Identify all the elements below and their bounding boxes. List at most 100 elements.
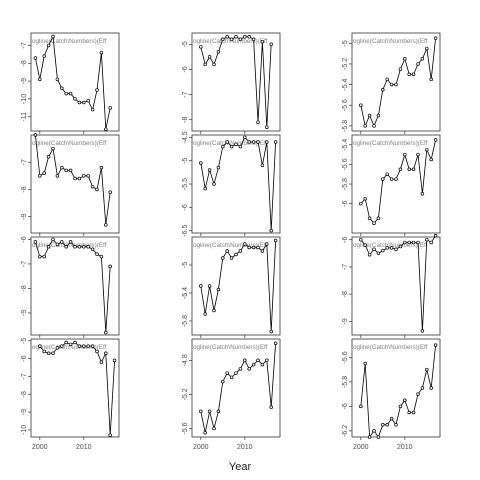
data-point <box>416 62 420 66</box>
y-tick-label: -5 <box>342 40 349 46</box>
y-tick-label: -9 <box>21 78 28 84</box>
data-point <box>33 133 38 137</box>
data-point <box>46 351 51 356</box>
data-point <box>243 242 247 246</box>
data-point <box>251 245 256 250</box>
data-point <box>225 249 229 253</box>
data-point <box>376 113 381 118</box>
data-point <box>243 135 247 140</box>
data-point <box>265 242 269 246</box>
data-point <box>234 371 238 375</box>
data-point <box>234 252 238 257</box>
data-point <box>403 398 407 403</box>
y-tick-label: -6 <box>342 237 349 243</box>
data-point <box>238 37 243 42</box>
y-tick-label: -10 <box>21 425 28 435</box>
chart-panel: -5 -5.2 -5.4 -5.6 -5.8 ogline(Catch\Numbers)(… <box>342 32 441 134</box>
data-point <box>247 367 251 371</box>
data-point <box>99 165 104 170</box>
panel-title: ogline(Catch\Numbers)(Eff <box>193 140 268 147</box>
data-point <box>411 167 416 172</box>
data-point <box>394 82 398 87</box>
chart-panel: -6 -7 -8 -9 ogline(Catch\Numbers)(Eff <box>342 233 441 338</box>
data-point <box>367 216 372 221</box>
data-point <box>425 147 429 152</box>
data-point <box>99 254 104 259</box>
y-tick-label: -7 <box>21 261 28 267</box>
data-point <box>77 344 82 348</box>
data-point <box>90 184 95 189</box>
data-point <box>389 246 394 250</box>
data-point <box>407 167 411 172</box>
data-point <box>429 386 433 390</box>
y-tick-label: -6.2 <box>342 425 349 437</box>
data-point <box>95 252 99 256</box>
data-point <box>73 340 77 345</box>
data-point <box>372 247 376 252</box>
panel-frame <box>191 338 281 438</box>
y-tick-label: -7 <box>21 373 28 379</box>
y-tick-label: -5.4 <box>182 287 189 299</box>
y-tick-label: -7 <box>342 264 349 270</box>
data-point <box>247 140 251 144</box>
data-point <box>273 238 278 243</box>
panel-title: ogline(Catch\Numbers)(Eff <box>193 242 268 249</box>
data-point <box>433 233 438 238</box>
data-point <box>416 152 420 157</box>
data-point <box>104 127 108 131</box>
data-point <box>90 247 95 252</box>
data-point <box>203 430 207 435</box>
data-point <box>394 423 398 427</box>
data-point <box>238 144 243 149</box>
data-point <box>77 176 82 181</box>
data-point <box>385 246 389 250</box>
data-point <box>416 240 420 245</box>
data-point <box>256 358 260 363</box>
data-point <box>363 124 367 128</box>
data-point <box>229 144 234 149</box>
y-tick-label: -4.8 <box>182 354 189 366</box>
panel-frame <box>30 134 120 234</box>
data-point <box>265 358 269 363</box>
data-point <box>199 45 203 49</box>
data-point <box>42 54 46 58</box>
data-point <box>68 240 73 244</box>
data-point <box>425 46 429 51</box>
data-point <box>381 177 385 181</box>
panel-frame <box>351 134 441 234</box>
panel-title: ogline(Catch\Numbers)(Eff <box>193 344 268 351</box>
data-point <box>420 386 425 390</box>
data-point <box>99 360 104 364</box>
data-point <box>376 251 381 256</box>
data-point <box>90 344 95 348</box>
y-tick-label: -5 <box>21 338 28 344</box>
data-point <box>199 409 203 414</box>
y-tick-label: -5.4 <box>342 78 349 90</box>
data-point <box>95 88 99 92</box>
data-point <box>86 174 90 178</box>
data-point <box>46 245 51 249</box>
data-point <box>420 192 425 196</box>
chart-panel: -5 -6 -7 -8 ogline(Catch\Numbers)(Eff <box>182 32 281 134</box>
y-tick-label: -9 <box>342 318 349 324</box>
data-point <box>359 237 363 242</box>
data-point <box>389 82 394 87</box>
data-point <box>429 240 433 245</box>
data-point <box>403 240 407 245</box>
data-point <box>407 240 411 245</box>
data-point <box>108 190 112 194</box>
data-point <box>33 56 38 60</box>
data-point <box>64 168 68 173</box>
data-point <box>68 91 73 96</box>
data-point <box>273 140 278 144</box>
y-tick-label: -9 <box>21 310 28 316</box>
data-point <box>411 410 416 415</box>
y-tick-label: -9 <box>21 409 28 415</box>
chart-panel: -4.5 -5 -5.5 -6 -6.5 ogline(Catch\Numbers)(Ef… <box>182 131 281 237</box>
data-point <box>385 77 389 82</box>
y-tick-label: -7 <box>21 42 28 48</box>
panel-frame <box>191 32 281 132</box>
data-point <box>108 433 112 437</box>
data-point <box>82 100 86 105</box>
y-tick-label: -5.4 <box>342 139 349 151</box>
